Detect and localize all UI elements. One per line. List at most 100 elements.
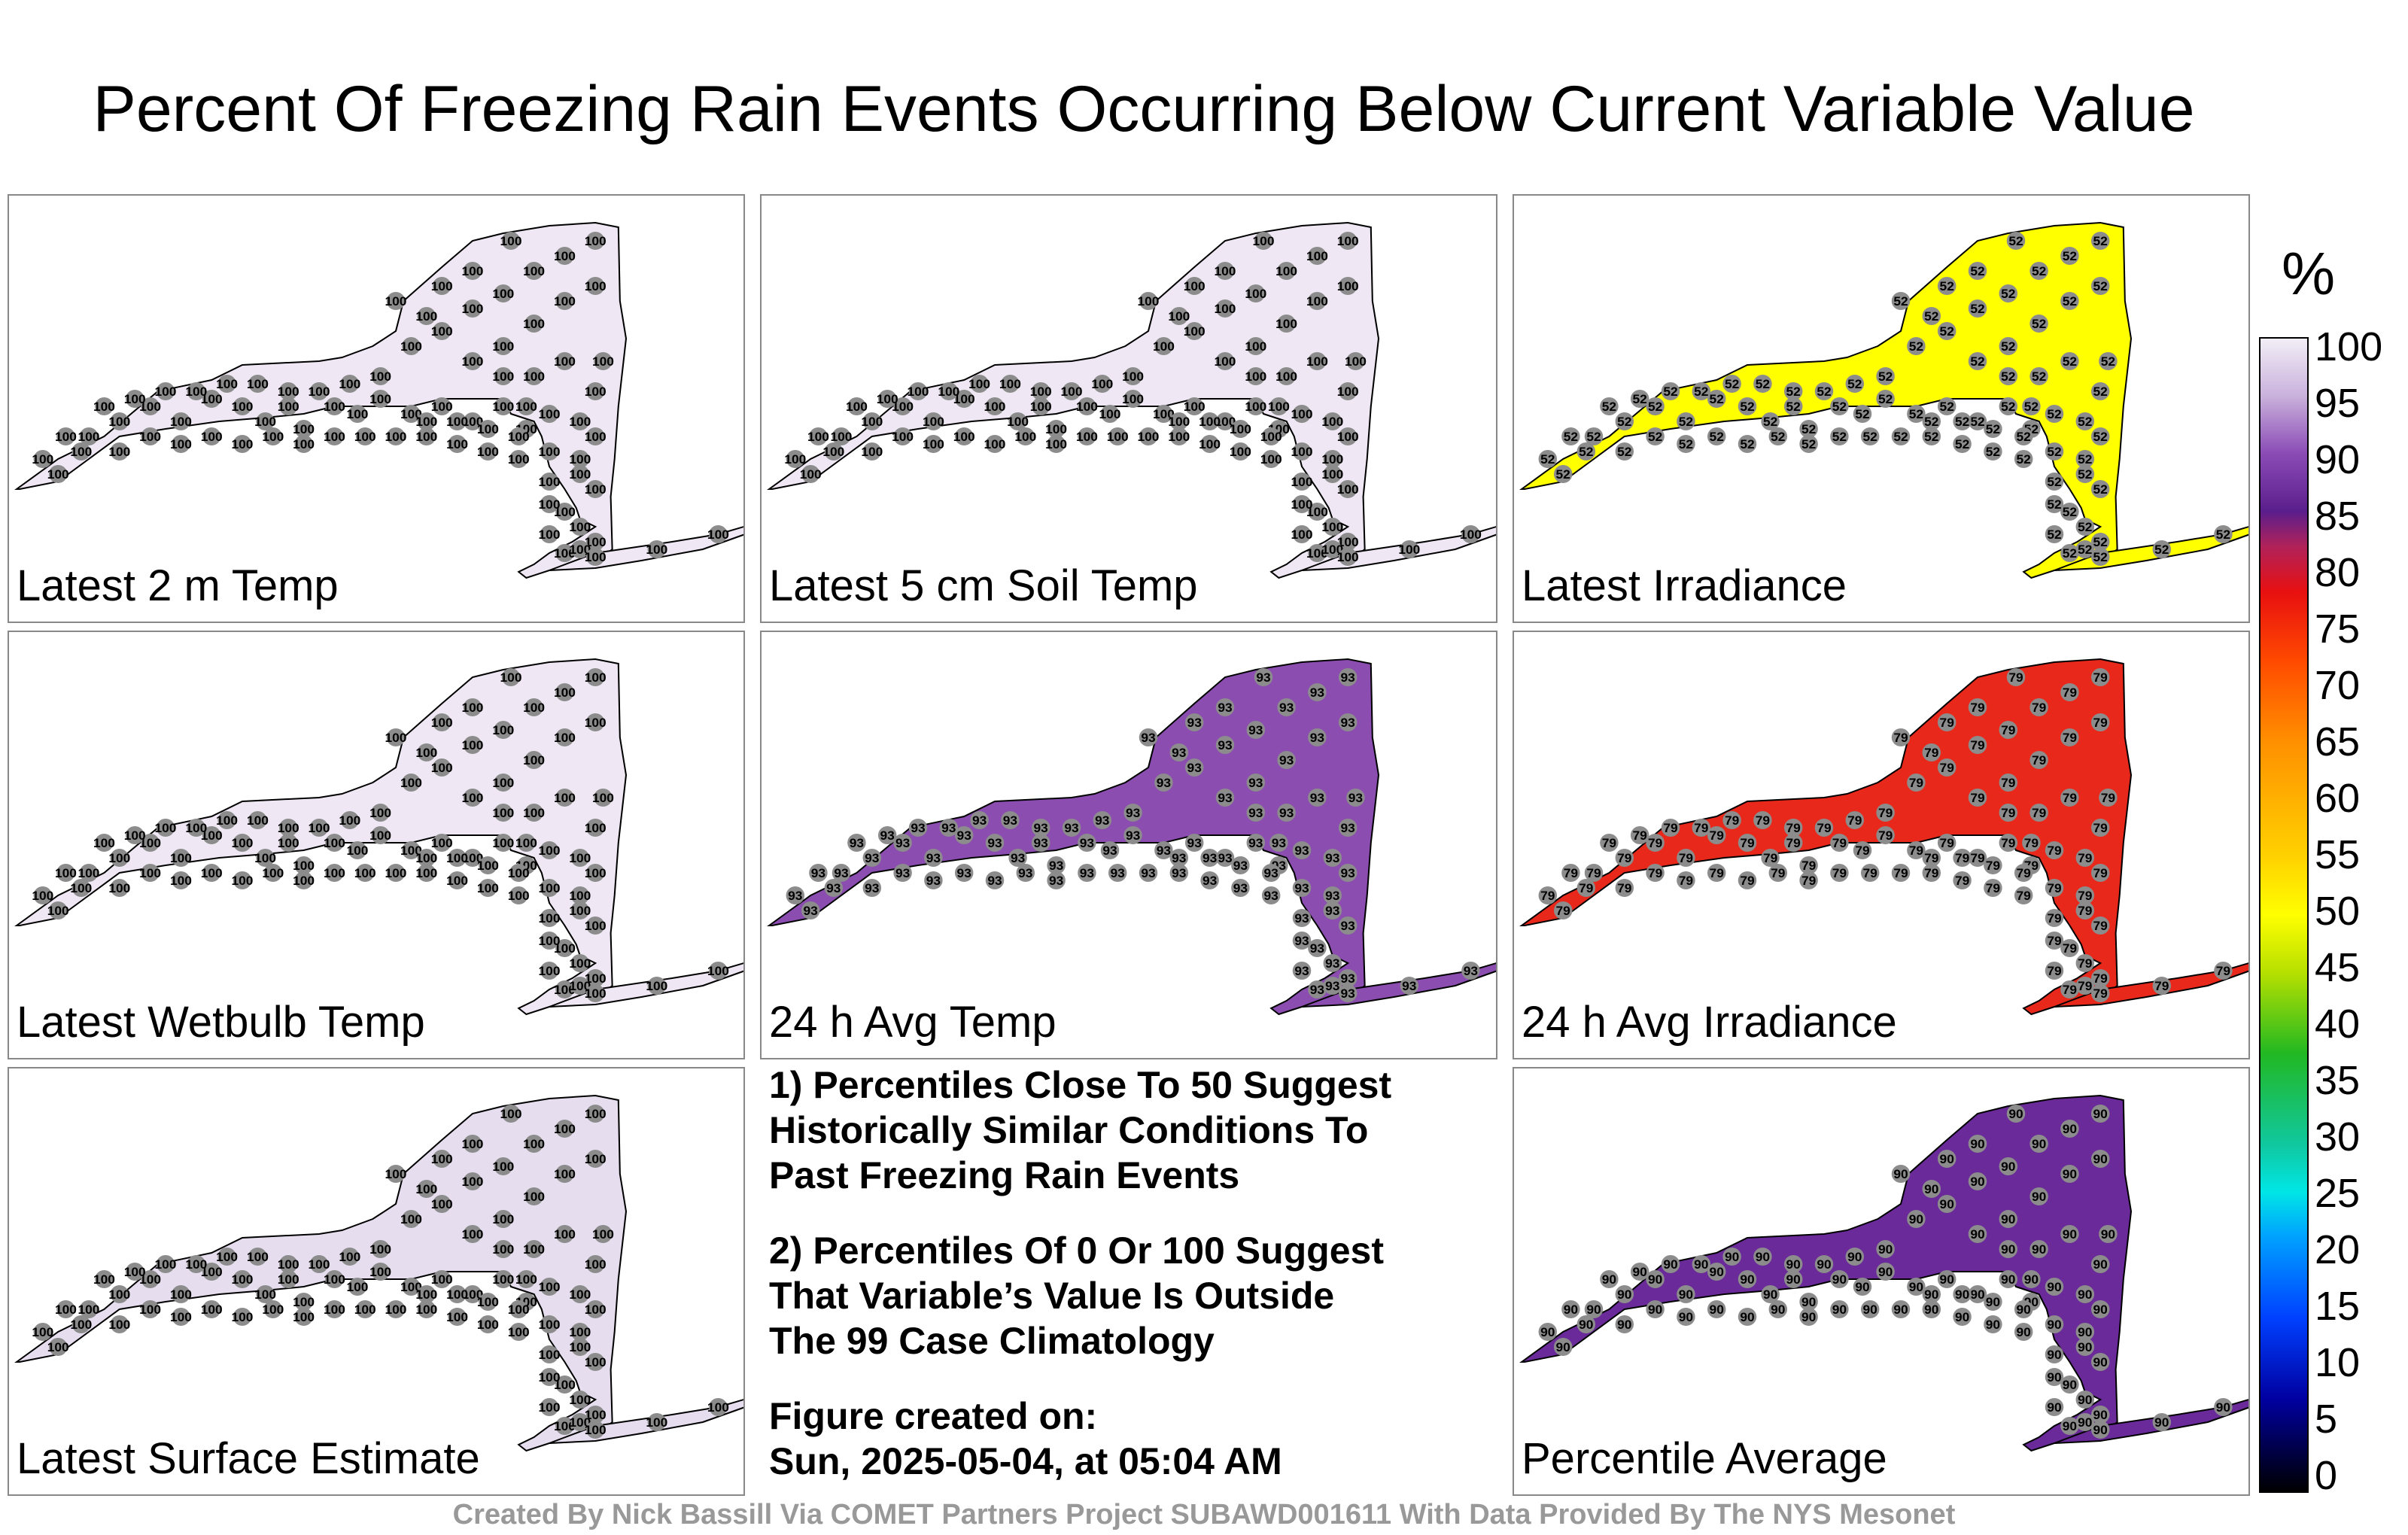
station-marker: 79 <box>1953 849 1972 867</box>
svg-text:100: 100 <box>539 474 561 489</box>
svg-text:93: 93 <box>1141 865 1155 880</box>
svg-text:93: 93 <box>1279 752 1294 768</box>
svg-text:79: 79 <box>2078 888 2092 903</box>
svg-text:100: 100 <box>539 1400 561 1415</box>
station-marker: 90 <box>1707 1263 1726 1281</box>
svg-text:90: 90 <box>1986 1294 2000 1309</box>
station-marker: 90 <box>2214 1398 2233 1416</box>
svg-text:90: 90 <box>1694 1257 1708 1272</box>
station-marker: 100 <box>1215 352 1236 370</box>
svg-text:100: 100 <box>400 775 422 790</box>
svg-text:93: 93 <box>1325 956 1339 971</box>
note-line: Figure created on: <box>769 1395 1098 1437</box>
svg-text:100: 100 <box>539 1279 561 1294</box>
svg-text:79: 79 <box>1648 865 1662 880</box>
svg-text:100: 100 <box>278 399 299 414</box>
station-marker: 100 <box>569 901 591 919</box>
svg-text:52: 52 <box>1648 399 1662 414</box>
svg-text:52: 52 <box>2093 278 2108 293</box>
station-marker: 52 <box>1907 405 1926 423</box>
panel-label: Percentile Average <box>1522 1434 1887 1483</box>
svg-text:100: 100 <box>293 873 315 888</box>
station-marker: 90 <box>2006 1105 2026 1123</box>
station-marker: 100 <box>216 1248 238 1266</box>
station-marker: 52 <box>1953 435 1972 453</box>
station-marker: 100 <box>539 909 560 927</box>
station-marker: 100 <box>1260 427 1282 445</box>
svg-text:93: 93 <box>1172 850 1186 865</box>
station-marker: 100 <box>539 1368 560 1386</box>
svg-text:100: 100 <box>569 542 591 557</box>
svg-text:52: 52 <box>2047 474 2061 489</box>
station-marker: 90 <box>1891 1300 1911 1318</box>
svg-text:79: 79 <box>1940 760 1954 775</box>
station-marker: 90 <box>1768 1300 1788 1318</box>
svg-text:79: 79 <box>2078 850 2092 865</box>
station-marker: 90 <box>1830 1270 1849 1288</box>
colorbar-tick-label: 90 <box>2315 437 2361 482</box>
station-marker: 100 <box>492 1270 514 1288</box>
station-marker: 90 <box>1922 1285 1941 1303</box>
svg-text:90: 90 <box>1710 1302 1724 1317</box>
svg-text:52: 52 <box>1893 293 1908 309</box>
svg-text:100: 100 <box>278 384 299 399</box>
svg-text:100: 100 <box>1230 444 1251 459</box>
svg-text:93: 93 <box>1402 978 1416 993</box>
station-marker: 100 <box>554 1417 576 1435</box>
station-marker: 100 <box>278 819 299 837</box>
ny-state-map: 1001001001001001001001001001001001001001… <box>14 658 743 1016</box>
station-marker: 100 <box>968 375 990 393</box>
station-marker: 100 <box>446 1285 468 1303</box>
svg-text:79: 79 <box>1586 865 1601 880</box>
station-marker: 100 <box>32 886 53 904</box>
svg-text:93: 93 <box>865 880 879 895</box>
station-marker: 93 <box>1215 698 1235 716</box>
svg-text:90: 90 <box>1940 1196 1954 1211</box>
svg-text:100: 100 <box>492 775 514 790</box>
station-marker: 79 <box>1876 804 1895 822</box>
station-marker: 100 <box>1321 450 1343 468</box>
svg-text:90: 90 <box>1602 1272 1616 1287</box>
svg-text:93: 93 <box>1248 775 1263 790</box>
station-marker: 79 <box>2075 954 2095 972</box>
svg-text:100: 100 <box>78 1302 100 1317</box>
station-marker: 100 <box>400 1210 422 1228</box>
station-marker: 79 <box>1830 864 1849 882</box>
station-marker: 100 <box>70 1315 92 1333</box>
svg-text:93: 93 <box>850 835 864 850</box>
station-marker: 100 <box>585 548 607 566</box>
station-marker: 79 <box>1799 856 1818 874</box>
svg-text:93: 93 <box>1279 805 1294 820</box>
station-marker: 100 <box>400 841 422 859</box>
station-marker: 100 <box>1291 525 1312 543</box>
svg-text:100: 100 <box>585 1407 607 1422</box>
station-marker: 79 <box>2029 804 2048 822</box>
svg-text:93: 93 <box>987 835 1002 850</box>
station-marker: 100 <box>892 397 914 415</box>
svg-text:100: 100 <box>1199 436 1221 451</box>
svg-text:93: 93 <box>1202 850 1217 865</box>
station-marker: 100 <box>569 412 591 430</box>
svg-text:100: 100 <box>908 384 929 399</box>
station-marker: 100 <box>523 315 545 333</box>
svg-text:90: 90 <box>1940 1272 1954 1287</box>
note-line: That Variable’s Value Is Outside <box>769 1275 1335 1317</box>
station-marker: 100 <box>93 1270 115 1288</box>
station-marker: 100 <box>585 1300 607 1318</box>
svg-text:52: 52 <box>1970 301 1984 316</box>
station-marker: 100 <box>1014 427 1036 445</box>
svg-text:100: 100 <box>539 1347 561 1362</box>
svg-text:79: 79 <box>2093 865 2108 880</box>
svg-text:100: 100 <box>339 376 360 391</box>
svg-text:52: 52 <box>1756 376 1770 391</box>
svg-text:79: 79 <box>2017 888 2031 903</box>
station-marker: 100 <box>569 1285 591 1303</box>
colorbar-tick-label: 45 <box>2315 945 2361 990</box>
colorbar-tick-label: 95 <box>2315 381 2361 426</box>
station-marker: 90 <box>1922 1300 1941 1318</box>
station-marker: 100 <box>415 1285 437 1303</box>
svg-text:100: 100 <box>400 406 422 421</box>
svg-text:100: 100 <box>554 504 576 519</box>
station-marker: 79 <box>2152 977 2172 995</box>
svg-text:52: 52 <box>2216 527 2230 542</box>
